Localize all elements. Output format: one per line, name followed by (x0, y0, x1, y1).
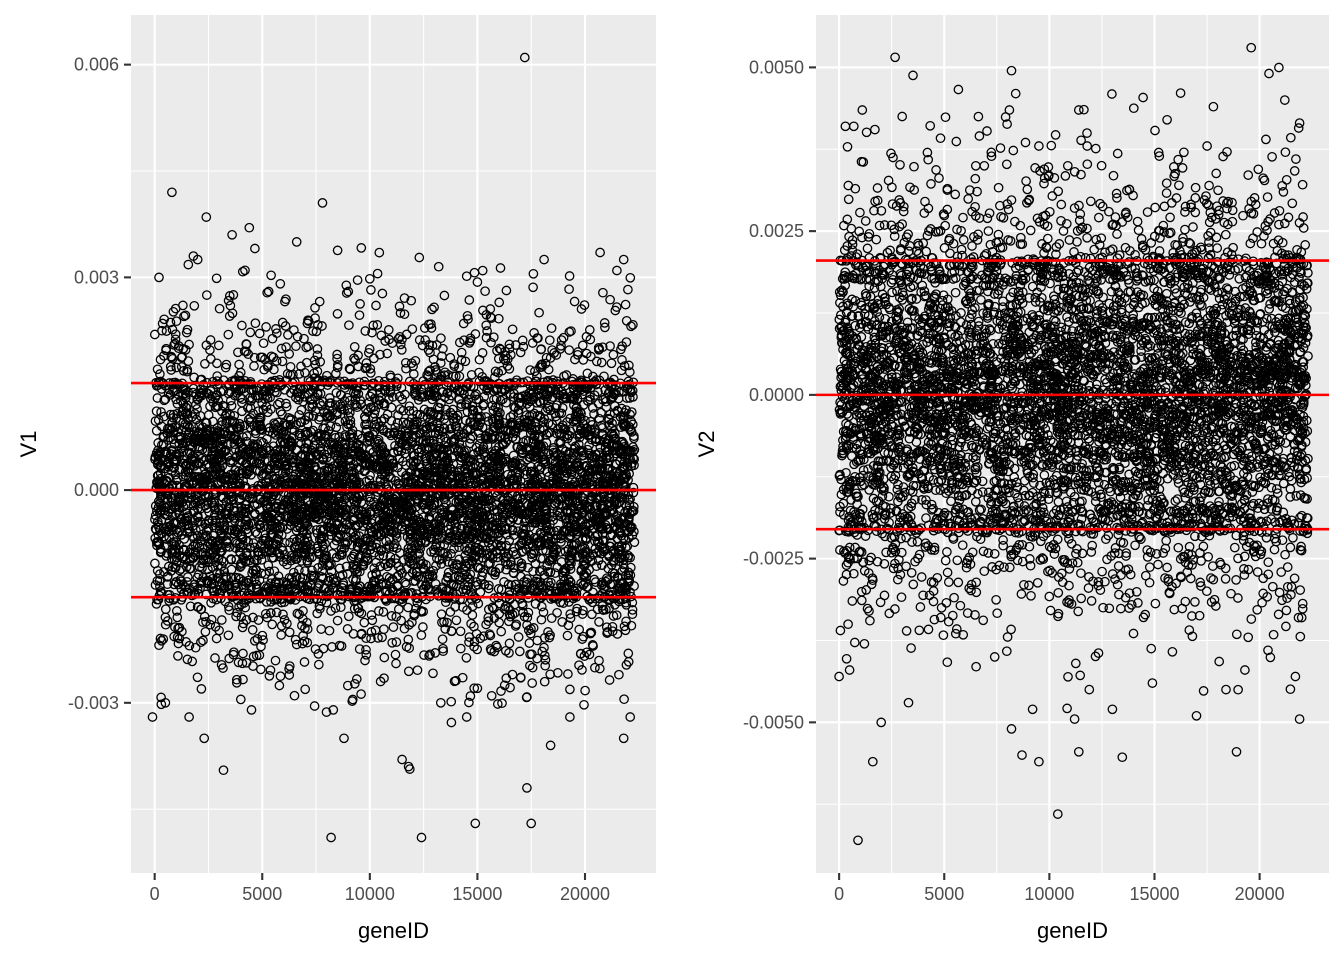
data-point (394, 391, 405, 402)
data-point (385, 551, 396, 562)
scatter-points (147, 52, 640, 843)
data-point (484, 580, 494, 591)
panel-v1: 0 5000 10000 15000 20000-0.0030.0000.0030.00… (16, 15, 656, 943)
